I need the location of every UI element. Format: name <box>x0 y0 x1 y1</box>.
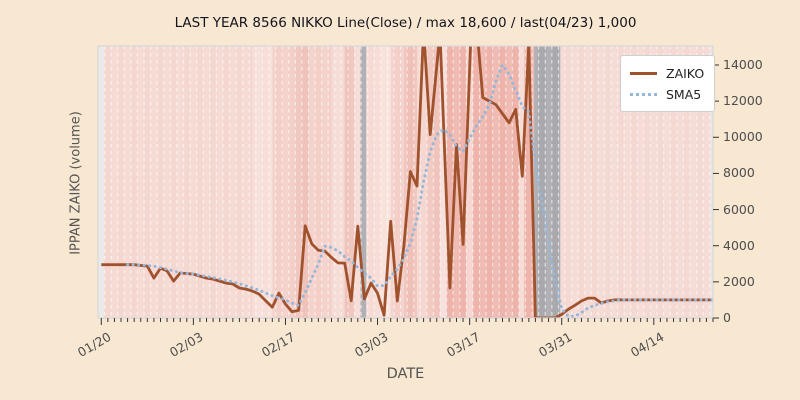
day-stripe <box>361 46 368 318</box>
day-stripe <box>308 46 316 318</box>
day-stripe <box>334 46 342 318</box>
day-stripe <box>689 46 697 318</box>
day-stripe <box>597 46 605 318</box>
day-stripe <box>558 46 566 318</box>
day-stripe <box>532 46 539 318</box>
day-stripe <box>216 46 223 318</box>
chart-title: LAST YEAR 8566 NIKKO Line(Close) / max 1… <box>174 15 637 31</box>
day-stripe <box>650 46 658 318</box>
sma5-line <box>126 63 713 318</box>
day-stripe <box>242 46 250 318</box>
legend: ZAIKO SMA5 <box>620 55 716 112</box>
y-tick-label: 4000 <box>723 237 755 253</box>
day-stripe <box>466 46 473 318</box>
y-tick-label: 12000 <box>723 93 763 109</box>
day-stripe <box>176 46 184 318</box>
background-band <box>380 46 391 318</box>
day-stripe <box>374 46 381 318</box>
y-tick-label: 6000 <box>723 201 755 217</box>
day-stripe <box>163 46 171 318</box>
day-stripe <box>479 46 487 318</box>
background-band <box>360 46 367 318</box>
legend-label-sma5: SMA5 <box>666 87 702 102</box>
day-stripe <box>98 46 105 318</box>
background-band <box>103 46 253 318</box>
day-stripe <box>203 46 210 318</box>
background-band <box>344 46 355 318</box>
day-stripe <box>282 46 289 318</box>
day-stripe <box>137 46 145 318</box>
day-stripe <box>453 46 460 318</box>
sma5-line-swatch <box>630 93 657 96</box>
day-stripe <box>269 46 276 318</box>
y-tick-label: 10000 <box>723 129 763 145</box>
day-stripe <box>111 46 118 318</box>
day-stripe <box>492 46 500 318</box>
day-stripe <box>255 46 263 318</box>
day-stripe <box>663 46 671 318</box>
legend-item-zaiko: ZAIKO <box>630 63 704 84</box>
day-stripe <box>321 46 329 318</box>
background-band <box>518 46 525 318</box>
day-stripe <box>703 46 710 318</box>
background-band <box>524 46 535 318</box>
day-stripe <box>440 46 447 318</box>
day-stripe <box>190 46 197 318</box>
day-stripe <box>347 46 355 318</box>
background-band <box>272 46 296 318</box>
day-stripe <box>229 46 237 318</box>
background-band <box>354 46 361 318</box>
day-stripe <box>571 46 579 318</box>
y-tick-label: 2000 <box>723 273 755 289</box>
legend-label-zaiko: ZAIKO <box>666 66 705 81</box>
day-stripe <box>505 46 513 318</box>
day-stripe <box>545 46 552 318</box>
day-stripe <box>676 46 684 318</box>
x-axis-label: DATE <box>386 366 425 382</box>
background-band <box>440 46 447 318</box>
day-stripe <box>624 46 631 318</box>
background-band <box>366 46 381 318</box>
background-band <box>98 46 104 318</box>
background-band <box>710 46 713 318</box>
background-band <box>472 46 519 318</box>
day-stripe <box>295 46 302 318</box>
background-band <box>466 46 473 318</box>
plot-border <box>97 45 714 319</box>
day-stripe <box>387 46 394 318</box>
day-stripe <box>150 46 158 318</box>
y-tick-label: 0 <box>723 310 731 325</box>
zaiko-line <box>101 46 713 318</box>
y-tick-label: 14000 <box>723 56 763 72</box>
y-tick-label: 8000 <box>723 165 755 181</box>
day-stripe <box>518 46 526 318</box>
zaiko-line-swatch <box>630 72 657 75</box>
day-stripe <box>400 46 408 318</box>
day-stripe <box>611 46 618 318</box>
day-stripe <box>124 46 131 318</box>
legend-item-sma5: SMA5 <box>630 84 704 105</box>
day-stripe <box>637 46 644 318</box>
day-stripe <box>426 46 434 318</box>
background-band <box>417 46 427 318</box>
day-stripe <box>584 46 592 318</box>
